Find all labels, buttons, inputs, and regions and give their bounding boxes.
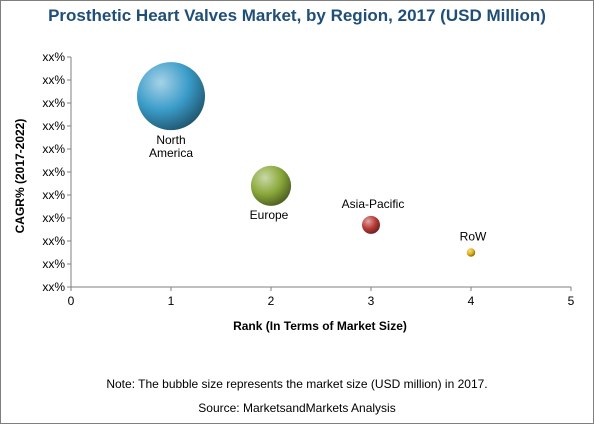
bubble-row [466,248,476,257]
chart-title: Prosthetic Heart Valves Market, by Regio… [48,6,546,25]
x-tick-label: 0 [68,294,75,308]
bubble-size-note: Note: The bubble size represents the mar… [106,377,488,391]
x-axis-title: Rank (In Terms of Market Size) [233,319,407,333]
source-note: Source: MarketsandMarkets Analysis [198,401,396,415]
bubble-europe [250,165,292,206]
y-tick-label: xx% [42,165,65,179]
y-tick-label: xx% [42,280,65,294]
x-tick-label: 3 [368,294,375,308]
bubble-asia-pacific [362,215,380,234]
y-tick-label: xx% [42,188,65,202]
y-axis-title: CAGR% (2017-2022) [13,119,27,234]
y-tick-label: xx% [42,96,65,110]
bubble-label: RoW [460,229,487,243]
y-tick-label: xx% [42,142,65,156]
x-tick-label: 4 [468,294,475,308]
bubble-label: Asia-Pacific [342,197,405,211]
bubble-label: North America [149,133,193,160]
y-tick-label: xx% [42,73,65,87]
y-tick-label: xx% [42,119,65,133]
y-tick-label: xx% [42,257,65,271]
x-tick-label: 1 [168,294,175,308]
y-tick-label: xx% [42,50,65,64]
bubble-label: Europe [250,208,289,222]
x-tick-label: 2 [268,294,275,308]
bubble-north-america [137,62,205,131]
x-tick-label: 5 [568,294,575,308]
y-tick-label: xx% [42,211,65,225]
y-tick-label: xx% [42,234,65,248]
